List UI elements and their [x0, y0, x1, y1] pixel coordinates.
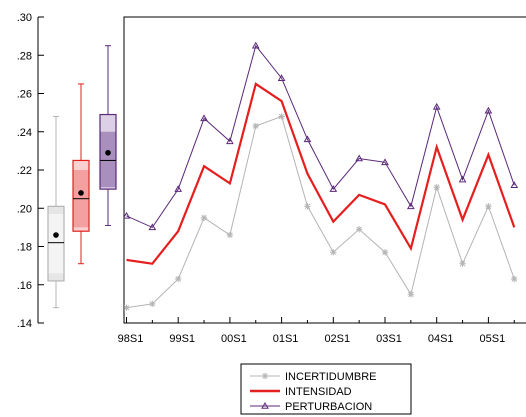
triangle-marker	[148, 223, 157, 231]
triangle-marker	[303, 135, 312, 143]
star-marker	[511, 276, 518, 282]
boxplot-median-band	[48, 213, 64, 274]
series-intensidad	[126, 82, 516, 265]
star-marker	[485, 203, 492, 210]
triangle-marker	[124, 211, 131, 219]
star-marker	[330, 249, 337, 255]
x-tick-label: 02S1	[324, 333, 350, 345]
boxplot-box	[72, 159, 90, 232]
legend-item-perturbacion: PERTURBACION	[250, 401, 372, 413]
triangle-marker	[484, 106, 493, 114]
boxplot-incertidumbre	[47, 115, 65, 309]
y-tick-label: .24	[17, 127, 32, 139]
legend-label: INTENSIDAD	[285, 386, 352, 398]
star-marker	[382, 249, 388, 255]
x-tick-label: 03S1	[376, 333, 402, 345]
boxplot-perturbacion	[99, 45, 117, 226]
legend-label: PERTURBACION	[285, 401, 372, 413]
star-marker	[262, 373, 268, 379]
star-marker	[175, 276, 181, 282]
triangle-marker	[261, 401, 269, 409]
x-tick-label: 05S1	[480, 333, 506, 345]
triangle-marker	[510, 181, 519, 189]
y-tick-label: .16	[17, 280, 32, 292]
series-line	[126, 44, 515, 229]
boxplot-intensidad	[72, 83, 90, 265]
star-marker	[227, 232, 233, 238]
y-tick-label: .20	[17, 203, 32, 215]
triangle-marker	[406, 202, 415, 210]
boxplots	[47, 45, 117, 309]
boxplot-box	[47, 205, 65, 282]
triangle-marker	[174, 185, 183, 192]
series-perturbacion	[124, 41, 519, 231]
boxplot-mean-dot	[105, 149, 111, 156]
triangle-marker	[277, 74, 286, 81]
star-marker	[252, 123, 259, 129]
star-marker	[149, 301, 156, 307]
triangle-marker	[458, 175, 467, 183]
y-tick-label: .30	[17, 12, 32, 24]
series-line	[126, 115, 515, 309]
triangle-marker	[329, 185, 338, 192]
star-marker	[278, 113, 285, 120]
star-marker	[201, 215, 207, 221]
series-clip-group	[124, 41, 519, 311]
boxplot-mean-dot	[78, 190, 84, 196]
star-marker	[356, 226, 362, 233]
plot-frame	[123, 16, 526, 324]
x-tick-label: 98S1	[118, 333, 144, 345]
star-marker	[124, 304, 130, 311]
y-axis: .14 .16 .18 .20 .22 .24 .26 .28 .30	[17, 12, 44, 330]
x-tick-label: 00S1	[221, 333, 247, 345]
triangle-marker	[226, 137, 234, 145]
y-tick-label: .14	[17, 318, 32, 330]
series-incertidumbre	[124, 113, 518, 311]
star-marker	[459, 260, 466, 267]
legend: INCERTIDUMBRE INTENSIDAD PERTURBACION	[240, 363, 412, 415]
boxplot-median-band	[100, 131, 116, 188]
x-axis: 98S1 99S1 00S1 01S1 02S1 03S1 04S1 05S1	[118, 317, 515, 345]
plot-border	[123, 16, 526, 324]
star-marker	[433, 184, 440, 190]
y-tick-label: .26	[17, 89, 32, 101]
y-tick-label: .18	[17, 242, 32, 254]
boxplot-mean-dot	[53, 232, 59, 238]
star-marker	[408, 291, 414, 298]
triangle-marker	[432, 102, 441, 110]
legend-label: INCERTIDUMBRE	[285, 371, 376, 383]
triangle-marker	[200, 114, 208, 122]
x-tick-label: 99S1	[169, 333, 195, 345]
legend-item-incertidumbre: INCERTIDUMBRE	[250, 371, 376, 383]
legend-item-intensidad: INTENSIDAD	[250, 386, 352, 398]
triangle-marker	[251, 41, 260, 49]
y-tick-label: .22	[17, 165, 32, 177]
x-tick-label: 01S1	[273, 333, 299, 345]
triangle-marker	[381, 158, 389, 166]
star-marker	[304, 203, 311, 210]
y-tick-label: .28	[17, 50, 32, 62]
series-layer	[124, 41, 519, 311]
series-line	[126, 82, 516, 265]
triangle-marker	[355, 154, 364, 162]
boxplot-box	[99, 113, 117, 190]
x-tick-label: 04S1	[428, 333, 454, 345]
